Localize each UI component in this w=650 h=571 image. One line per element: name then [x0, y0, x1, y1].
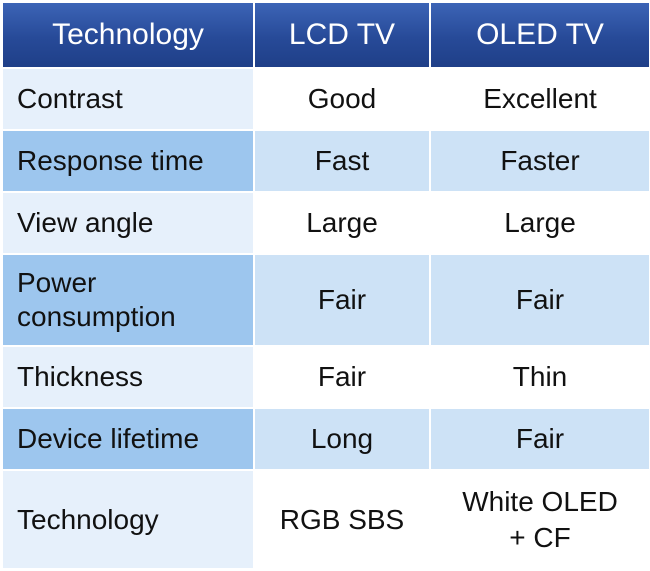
table-row: Response time Fast Faster — [1, 128, 650, 193]
row-label: View angle — [1, 190, 255, 255]
oled-value: Thin — [429, 345, 650, 410]
table-row: Contrast Good Excellent — [1, 67, 650, 131]
oled-value: White OLED + CF — [429, 469, 650, 570]
oled-value-line: + CF — [509, 521, 571, 553]
table-row: Technology RGB SBS White OLED + CF — [1, 469, 650, 570]
header-technology: Technology — [1, 1, 255, 69]
row-label: Response time — [1, 128, 255, 193]
header-oled-tv: OLED TV — [429, 1, 650, 69]
header-row: Technology LCD TV OLED TV — [1, 1, 650, 69]
oled-value-line: White OLED — [462, 485, 618, 517]
lcd-value: Long — [253, 407, 431, 472]
table-row: Device lifetime Long Fair — [1, 407, 650, 472]
row-label: Technology — [1, 469, 255, 570]
row-label: Device lifetime — [1, 407, 255, 472]
oled-value: Excellent — [429, 67, 650, 131]
oled-value: Fair — [429, 252, 650, 348]
table-row: Power consumption Fair Fair — [1, 252, 650, 348]
lcd-value: Large — [253, 190, 431, 255]
row-label-line: consumption — [17, 301, 176, 333]
oled-value: Fair — [429, 407, 650, 472]
oled-value: Large — [429, 190, 650, 255]
table-header: Technology LCD TV OLED TV — [1, 1, 650, 69]
header-lcd-tv: LCD TV — [253, 1, 431, 69]
table-row: Thickness Fair Thin — [1, 345, 650, 410]
row-label: Power consumption — [1, 252, 255, 348]
lcd-value: RGB SBS — [253, 469, 431, 570]
row-label: Contrast — [1, 67, 255, 131]
table-row: View angle Large Large — [1, 190, 650, 255]
lcd-value: Good — [253, 67, 431, 131]
oled-value-text: White OLED + CF — [462, 484, 618, 556]
table-body: Contrast Good Excellent Response time Fa… — [1, 67, 650, 570]
oled-value: Faster — [429, 128, 650, 193]
lcd-value: Fair — [253, 345, 431, 410]
row-label: Thickness — [1, 345, 255, 410]
row-label-line: Power — [17, 267, 97, 299]
lcd-value: Fair — [253, 252, 431, 348]
lcd-value: Fast — [253, 128, 431, 193]
